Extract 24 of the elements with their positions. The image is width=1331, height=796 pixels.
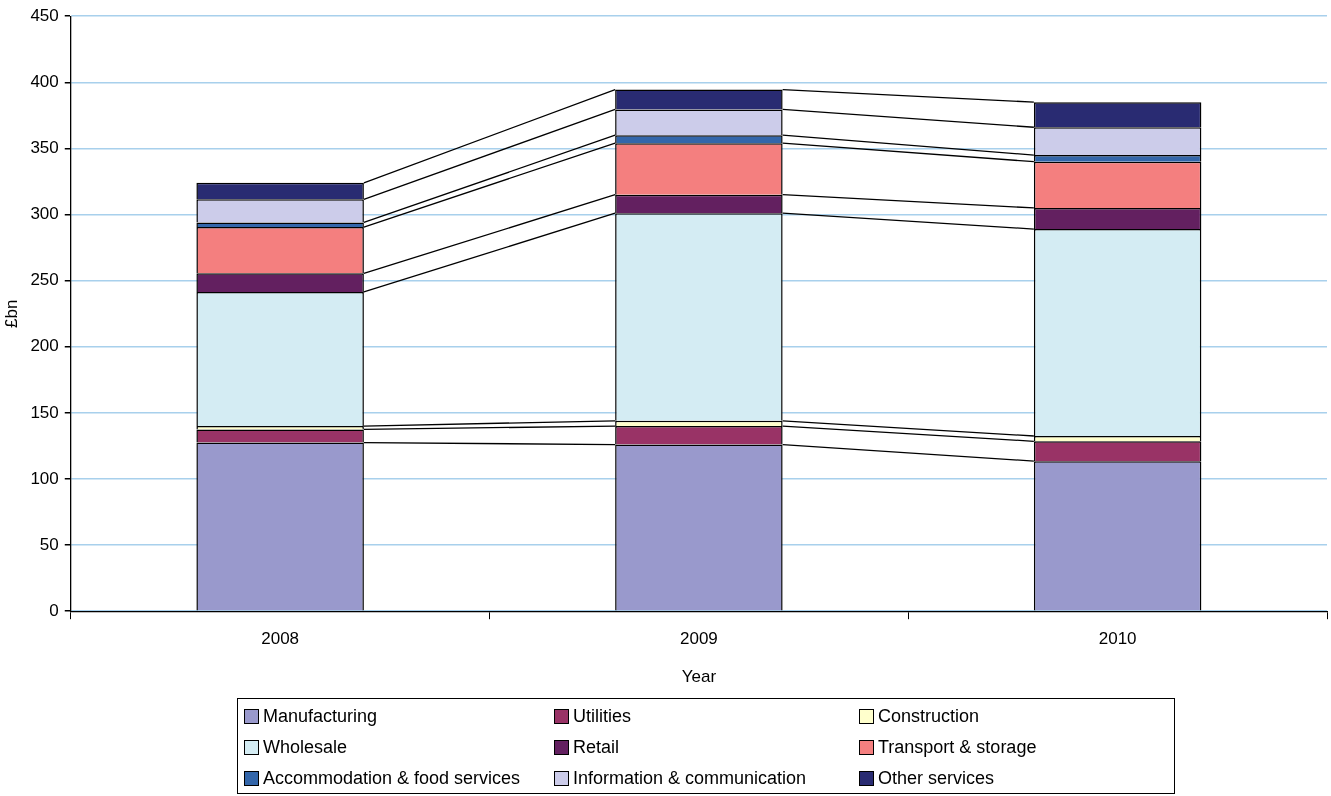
y-tick-label: 400 [30,72,59,91]
legend-label: Other services [878,768,995,789]
legend-label: Accommodation & food services [263,768,521,789]
legend-label: Transport & storage [878,737,1037,758]
y-tick-label: 350 [30,138,59,158]
legend-label: Construction [878,706,980,727]
y-tick-label: 100 [30,468,59,488]
x-axis-title: Year [681,667,717,687]
y-tick-label: 200 [30,336,59,356]
y-tick-label: 450 [30,5,59,25]
legend-label: Manufacturing [263,706,378,727]
y-tick-label: 150 [30,402,59,422]
y-tick-label: 0 [49,600,59,620]
x-tick-label: 2009 [679,629,718,649]
legend-label: Wholesale [263,737,348,758]
y-tick-label: 250 [30,270,59,290]
y-axis-title: £bn [1,299,21,328]
legend-label: Retail [573,737,620,758]
legend-label: Information & communication [573,768,807,789]
x-tick-label: 2010 [1098,629,1137,649]
x-tick-label: 2008 [261,629,300,649]
y-tick-label: 300 [30,204,59,224]
legend-label: Utilities [573,706,632,727]
y-tick-label: 50 [39,534,59,554]
